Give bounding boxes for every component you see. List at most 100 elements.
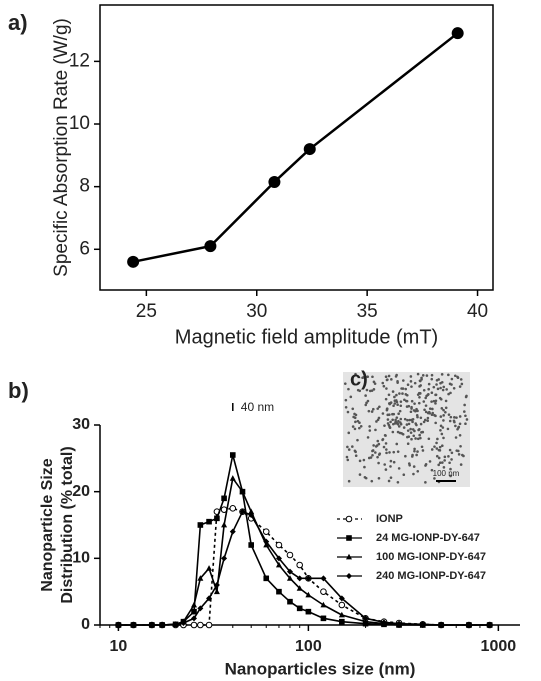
inset-particle <box>351 407 355 411</box>
marker <box>380 619 387 626</box>
marker <box>206 518 212 525</box>
inset-particle <box>354 454 358 458</box>
inset-particle <box>419 416 423 420</box>
marker <box>286 568 293 575</box>
inset-particle <box>440 373 444 376</box>
inset-particle <box>448 448 452 452</box>
inset-particle <box>458 385 462 388</box>
inset-particle <box>426 416 430 420</box>
inset-particle <box>391 430 395 434</box>
inset-particle <box>374 445 378 448</box>
inset-particle <box>368 389 372 393</box>
inset-particle <box>409 380 413 383</box>
inset-particle <box>444 399 448 403</box>
inset-particle <box>406 383 410 386</box>
inset-particle <box>385 451 388 455</box>
inset-particle <box>382 445 386 449</box>
inset-particle <box>413 402 416 405</box>
inset-particle <box>418 396 421 399</box>
inset-particle <box>362 376 365 379</box>
inset-particle <box>434 402 437 405</box>
inset-particle <box>408 418 412 422</box>
inset-particle <box>373 382 377 385</box>
inset-particle <box>402 473 406 477</box>
legend-label: 100 MG-IONP-DY-647 <box>376 551 486 563</box>
inset-particle <box>370 410 374 413</box>
inset-particle <box>465 394 468 398</box>
inset-particle <box>431 411 435 415</box>
marker <box>305 575 312 582</box>
inset-particle <box>452 387 456 390</box>
inset-particle <box>428 407 432 410</box>
inset-particle <box>384 375 388 378</box>
inset-particle <box>421 374 425 377</box>
inset-particle <box>405 423 409 426</box>
inset-particle <box>349 395 353 399</box>
inset-particle <box>370 479 374 483</box>
inset-particle <box>421 449 425 452</box>
inset-particle <box>376 455 379 459</box>
inset-particle <box>372 388 376 391</box>
inset-particle <box>437 448 441 452</box>
inset-particle <box>464 414 467 418</box>
inset-particle <box>376 418 380 422</box>
inset-particle <box>374 451 377 454</box>
inset-particle <box>447 413 451 416</box>
plot-frame <box>99 4 494 291</box>
inset-particle <box>346 445 349 449</box>
inset-particle <box>410 437 413 441</box>
legend-label: 24 MG-IONP-DY-647 <box>376 532 480 544</box>
y-axis-label: Specific Absorption Rate (W/g) <box>51 18 72 277</box>
marker <box>213 588 220 595</box>
marker <box>296 605 303 612</box>
inset-particle <box>427 437 431 441</box>
inset-particle <box>420 445 424 449</box>
inset-particle <box>412 434 416 438</box>
inset-particle <box>416 437 420 441</box>
inset-particle <box>392 404 395 408</box>
inset-particle <box>411 417 415 421</box>
marker <box>275 561 282 568</box>
inset-particle <box>363 465 366 469</box>
inset-particle <box>440 380 444 384</box>
inset-particle <box>368 429 372 432</box>
marker <box>338 595 345 602</box>
inset-particle <box>385 387 388 390</box>
inset-particle <box>404 454 407 458</box>
inset-particle <box>362 458 366 462</box>
marker <box>229 452 236 458</box>
inset-particle <box>426 393 430 397</box>
marker <box>345 515 353 523</box>
inset-particle <box>410 399 414 403</box>
marker <box>287 598 293 605</box>
inset-particle <box>437 463 440 467</box>
marker <box>115 622 122 628</box>
inset-particle <box>455 416 458 419</box>
marker <box>296 585 303 591</box>
inset-particle <box>422 420 426 424</box>
inset-particle <box>449 415 453 419</box>
marker <box>339 618 345 625</box>
marker <box>197 522 204 528</box>
marker <box>346 573 352 579</box>
inset-particle <box>415 413 419 417</box>
inset-particle <box>440 432 444 436</box>
inset-particle <box>450 458 453 461</box>
inset-particle <box>410 405 413 409</box>
inset-particle <box>463 403 466 407</box>
inset-particle <box>392 412 396 416</box>
inset-particle <box>344 405 348 409</box>
inset-particle <box>444 410 447 414</box>
marker <box>239 488 246 495</box>
inset-particle <box>465 418 469 421</box>
inset-particle <box>377 476 381 480</box>
inset-particle <box>459 444 462 448</box>
inset-particle <box>419 422 423 426</box>
y-tick-label: 20 <box>72 483 90 500</box>
marker <box>362 615 369 622</box>
inset-particle <box>441 426 445 429</box>
inset-particle <box>459 463 463 466</box>
inset-particle <box>411 420 414 424</box>
x-tick-label: 35 <box>357 301 378 322</box>
